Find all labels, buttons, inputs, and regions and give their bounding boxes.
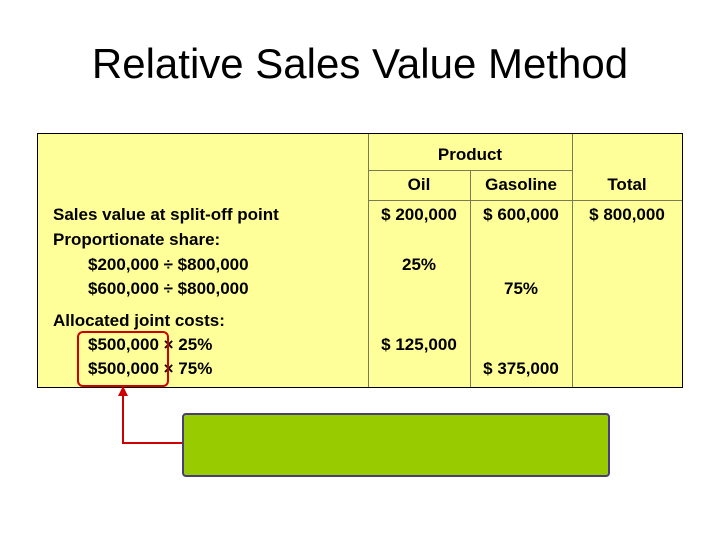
prop-label: Proportionate share: (53, 230, 221, 249)
header-oil: Oil (407, 175, 431, 194)
prop-gasoline: 75% (503, 279, 539, 298)
divider-header (368, 200, 682, 201)
prop-oil-formula: $200,000 ÷ $800,000 (88, 255, 249, 274)
header-gasoline: Gasoline (485, 175, 557, 194)
sales-oil: $ 200,000 (381, 205, 457, 224)
slide-title: Relative Sales Value Method (91, 40, 629, 87)
header-product: Product (437, 145, 503, 164)
prop-gas-formula: $600,000 ÷ $800,000 (88, 279, 249, 298)
prop-oil: 25% (401, 255, 437, 274)
alloc-oil: $ 125,000 (381, 335, 457, 354)
sales-total: $ 800,000 (589, 205, 665, 224)
sales-gasoline: $ 600,000 (483, 205, 559, 224)
divider-mid (470, 170, 471, 387)
sales-label: Sales value at split-off point (53, 205, 279, 224)
alloc-gas-formula: $500,000 × 75% (88, 359, 213, 378)
header-total: Total (607, 175, 647, 194)
callout-box (182, 413, 610, 477)
divider-right (572, 134, 573, 387)
alloc-oil-formula: $500,000 × 25% (88, 335, 213, 354)
divider-left (368, 134, 369, 387)
alloc-label: Allocated joint costs: (53, 311, 225, 330)
allocation-table: Product Oil Gasoline Total Sales value a… (37, 133, 683, 388)
divider-product (368, 170, 572, 171)
alloc-gasoline: $ 375,000 (483, 359, 559, 378)
